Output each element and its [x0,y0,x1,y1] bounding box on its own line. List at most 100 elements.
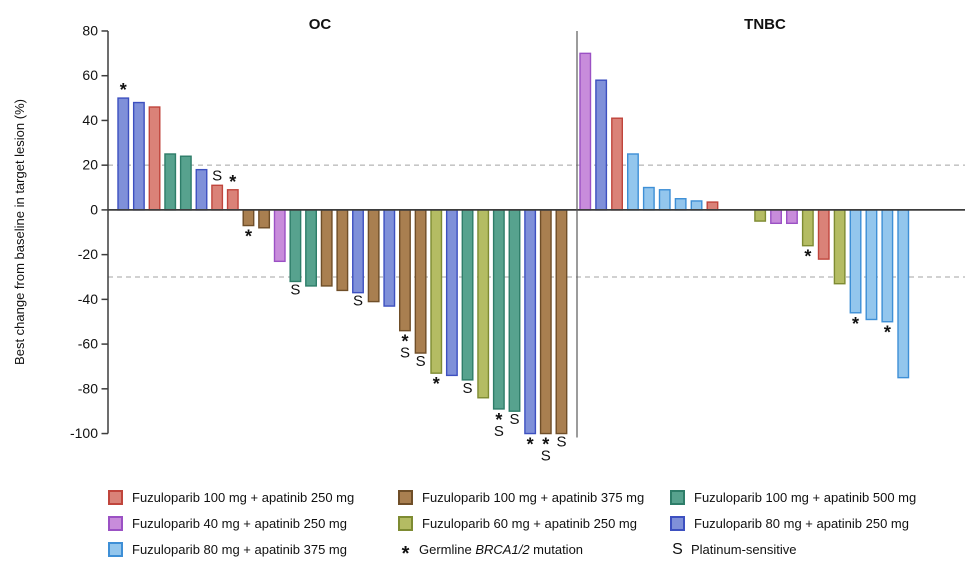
legend-label: Fuzuloparib 80 mg + apatinib 375 mg [132,542,347,557]
bar [132,101,145,211]
bar [461,209,474,381]
y-axis-tick-label: 60 [82,67,98,83]
platinum-sensitive-mark: S [290,281,300,298]
bar [164,153,177,211]
platinum-sensitive-mark: S [416,353,426,370]
legend-swatch [108,516,123,531]
legend-label: Platinum-sensitive [691,542,797,557]
bar [690,200,703,211]
bar [754,209,767,222]
bar [383,209,396,307]
legend-swatch [108,542,123,557]
platinum-sensitive-mark: S [463,380,473,397]
y-axis-tick-label: -100 [70,425,98,441]
legend-label: Fuzuloparib 80 mg + apatinib 250 mg [694,516,909,531]
bar [320,209,333,287]
legend-item: Fuzuloparib 80 mg + apatinib 375 mg [108,539,398,560]
legend-swatch [670,490,685,505]
legend-item: Fuzuloparib 100 mg + apatinib 500 mg [670,487,916,508]
legend-item: Fuzuloparib 40 mg + apatinib 250 mg [108,513,398,534]
bar [508,209,521,412]
legend-label: Fuzuloparib 40 mg + apatinib 250 mg [132,516,347,531]
bar [897,209,910,379]
reference-lines-layer [108,164,965,278]
legend-label: Fuzuloparib 60 mg + apatinib 250 mg [422,516,637,531]
bar [881,209,894,323]
brca-mutation-mark: * [852,314,859,334]
bar [195,168,208,211]
platinum-sensitive-symbol: S [672,540,683,558]
bar [211,184,224,211]
bar [179,155,192,211]
bar [801,209,814,247]
brca-symbol: * [401,542,410,565]
brca-mutation-mark: * [527,435,534,455]
bar [445,209,458,377]
bar [865,209,878,321]
y-axis-label: Best change from baseline in target lesi… [12,99,27,365]
bar [148,106,161,211]
bar [226,189,239,211]
legend-label: Fuzuloparib 100 mg + apatinib 250 mg [132,490,355,505]
y-axis-tick-label: -20 [78,246,98,262]
legend-label: Fuzuloparib 100 mg + apatinib 500 mg [694,490,917,505]
bar [414,209,427,354]
platinum-sensitive-mark: S [400,345,410,362]
bar [273,209,286,263]
brca-mutation-mark: * [884,323,891,343]
bar [539,209,552,435]
axes-layer: 80 60 40 20 0 -20 -40 -60 -80 -100 [70,22,965,441]
bars-layer [117,52,910,435]
bar [305,209,317,287]
bar [477,209,490,399]
y-axis-tick-label: -80 [78,380,98,396]
brca-mutation-mark: * [495,410,502,430]
bar [367,209,380,303]
brca-mutation-mark: * [804,247,811,267]
legend-item: S Platinum-sensitive [670,539,916,560]
bar [117,97,130,211]
panel-title-tnbc: TNBC [744,16,786,33]
legend-item: Fuzuloparib 80 mg + apatinib 250 mg [670,513,916,534]
panel-title-oc: OC [309,16,332,33]
brca-mutation-mark: * [229,172,236,192]
bar [770,209,782,225]
bar [289,209,302,283]
brca-mutation-mark: * [542,435,549,455]
bar [336,209,349,292]
bar [555,209,568,435]
brca-mutation-mark: * [401,332,408,352]
bar [849,209,862,314]
brca-mutation-mark: * [433,374,440,394]
platinum-sensitive-mark: S [556,434,566,451]
bar [642,186,655,211]
annotations-layer: *S **SS*S S* S*SS* *SS** * [120,80,891,464]
bar [706,201,719,211]
bar [430,209,443,374]
y-axis-tick-label: -60 [78,336,98,352]
bar [817,209,830,260]
bar [595,79,608,211]
brca-mutation-mark: * [245,227,252,247]
legend-item: Fuzuloparib 100 mg + apatinib 250 mg [108,487,398,508]
bar [833,209,846,285]
legend-swatch [398,490,413,505]
bar [352,209,364,294]
brca-mutation-mark: * [120,80,127,100]
y-axis-tick-label: 40 [82,112,98,128]
bar [242,209,255,227]
bar [658,189,671,211]
bar [627,153,639,211]
legend-label: Fuzuloparib 100 mg + apatinib 375 mg [422,490,645,505]
bar [579,52,592,211]
bar [786,209,798,225]
y-axis-tick-label: 80 [82,22,98,38]
legend-swatch [108,490,123,505]
y-axis-tick-label: -40 [78,291,98,307]
bar [611,117,623,211]
platinum-sensitive-mark: S [212,167,222,184]
y-axis-tick-label: 20 [82,157,98,173]
bar [524,209,537,435]
